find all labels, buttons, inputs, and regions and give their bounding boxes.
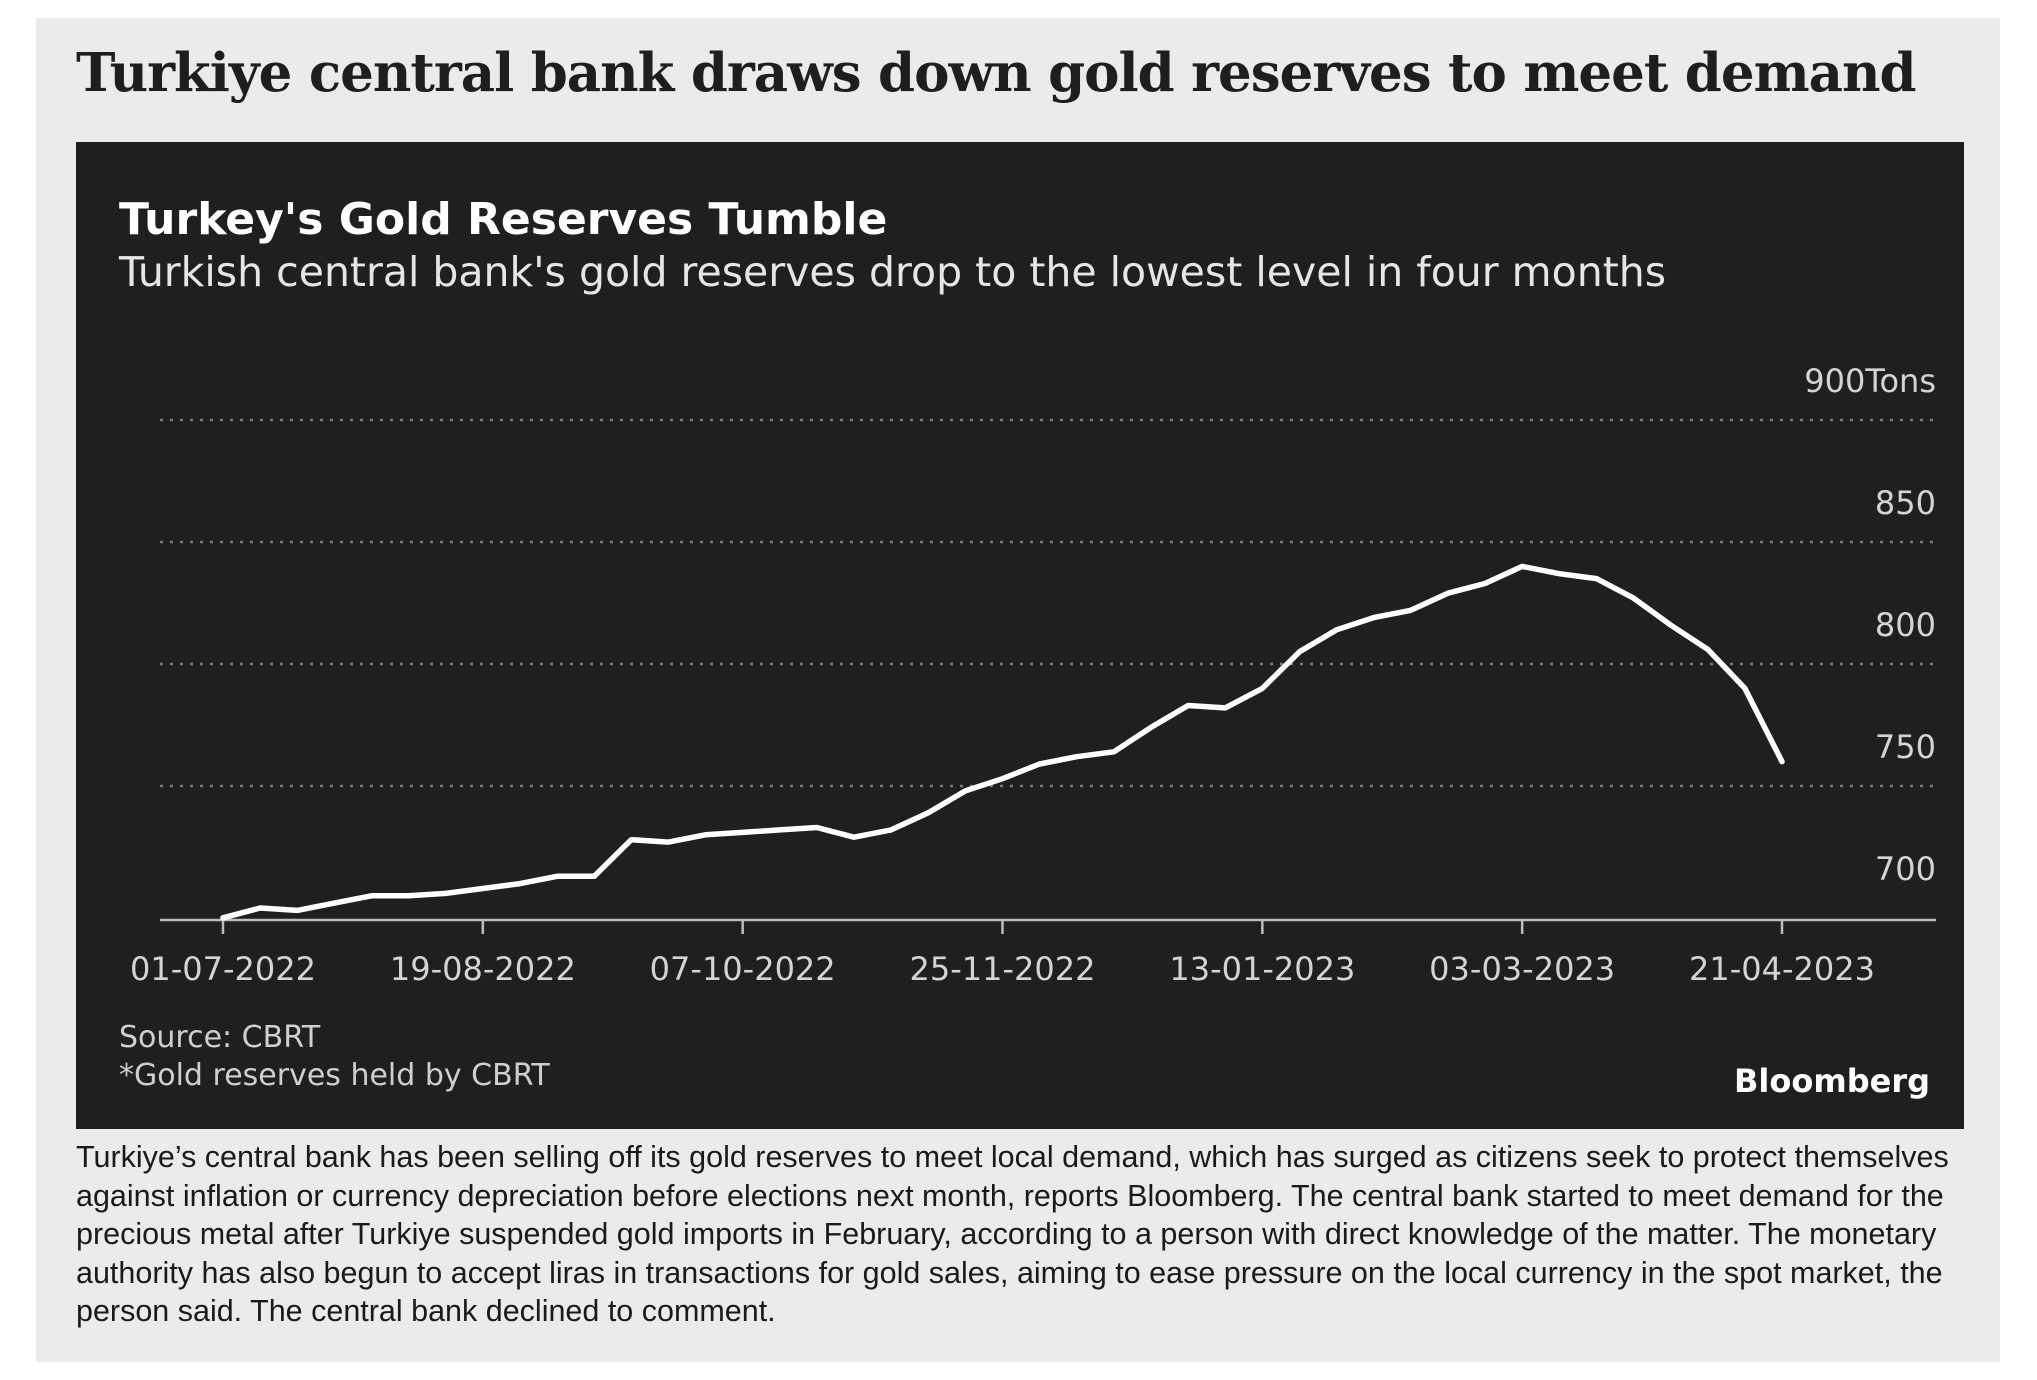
- y-tick-label-700: 700: [1875, 850, 1936, 888]
- article-body: Turkiye’s central bank has been selling …: [76, 1140, 1949, 1328]
- x-tick-label-21-04-2023: 21-04-2023: [1689, 950, 1875, 988]
- headline: Turkiye central bank draws down gold res…: [76, 42, 1917, 104]
- x-tick-label-03-03-2023: 03-03-2023: [1429, 950, 1615, 988]
- y-tick-label-800: 800: [1875, 606, 1936, 644]
- bloomberg-logo: Bloomberg: [1734, 1062, 1930, 1100]
- x-tick-label-13-01-2023: 13-01-2023: [1169, 950, 1355, 988]
- y-tick-label-850: 850: [1875, 484, 1936, 522]
- series-line-gold-reserves: [220, 563, 1785, 921]
- x-tick-label-19-08-2022: 19-08-2022: [390, 950, 576, 988]
- y-tick-label-750: 750: [1875, 728, 1936, 766]
- chart-panel: Turkey's Gold Reserves Tumble Turkish ce…: [76, 142, 1964, 1129]
- article-card: Turkiye central bank draws down gold res…: [36, 18, 2000, 1362]
- chart-title: Turkey's Gold Reserves Tumble: [119, 194, 888, 245]
- chart-source: Source: CBRT: [119, 1020, 321, 1055]
- x-tick-label-25-11-2022: 25-11-2022: [910, 950, 1096, 988]
- x-tick-label-07-10-2022: 07-10-2022: [650, 950, 836, 988]
- chart-subtitle: Turkish central bank's gold reserves dro…: [119, 248, 1667, 296]
- x-tick-label-01-07-2022: 01-07-2022: [130, 950, 316, 988]
- chart-footnote: *Gold reserves held by CBRT: [119, 1058, 550, 1093]
- line-chart: 700 750 800 850 900Tons 01-07-2022 19-08-2022 0…: [130, 362, 1936, 988]
- y-tick-label-900: 900Tons: [1804, 362, 1936, 400]
